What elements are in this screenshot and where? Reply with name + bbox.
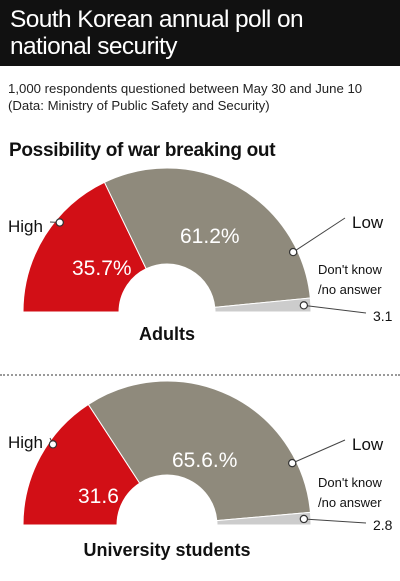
low-segment [103, 167, 311, 308]
subtitle: 1,000 respondents questioned between May… [8, 81, 363, 96]
low-value-label: 65.6.% [172, 449, 237, 472]
dont-know-label-line2: /no answer [318, 495, 382, 510]
title-bar: South Korean annual poll on national sec… [0, 0, 400, 66]
chart-title: University students [83, 540, 250, 560]
dont-know-leader-dot [299, 514, 309, 524]
high-segment [22, 181, 147, 313]
dont-know-leader-line [303, 304, 367, 314]
low-leader-dot [288, 247, 298, 257]
high-value-label: 35.7% [72, 257, 132, 280]
dont-know-label-line2: /no answer [318, 282, 382, 297]
chart-title: Adults [139, 324, 195, 344]
dont-know-value-label: 2.8 [373, 517, 393, 533]
high-segment [22, 403, 141, 526]
dotted-separator [0, 374, 400, 376]
dont-know-leader-line [303, 518, 367, 524]
dont-know-value-label: 3.1 [373, 308, 393, 324]
dont-know-label: Don't know [318, 475, 383, 490]
high-label: High [8, 217, 43, 236]
high-label: High [8, 433, 43, 452]
high-leader-dot [55, 218, 64, 227]
title: South Korean annual poll on national sec… [10, 6, 304, 60]
high-value-label: 31.6 [78, 485, 119, 508]
dont-know-leader-dot [299, 301, 309, 310]
low-segment [87, 380, 311, 522]
low-leader-line [292, 439, 346, 464]
low-label: Low [352, 435, 384, 454]
source-note: (Data: Ministry of Public Safety and Sec… [8, 98, 270, 113]
dont-know-segment [216, 511, 312, 526]
low-value-label: 61.2% [180, 225, 240, 248]
low-label: Low [352, 213, 384, 232]
low-leader-dot [288, 458, 297, 468]
high-leader-dot [48, 440, 58, 449]
dont-know-label: Don't know [318, 262, 383, 277]
section-heading: Possibility of war breaking out [9, 140, 276, 161]
dont-know-segment [214, 297, 312, 313]
low-leader-line [292, 217, 346, 253]
